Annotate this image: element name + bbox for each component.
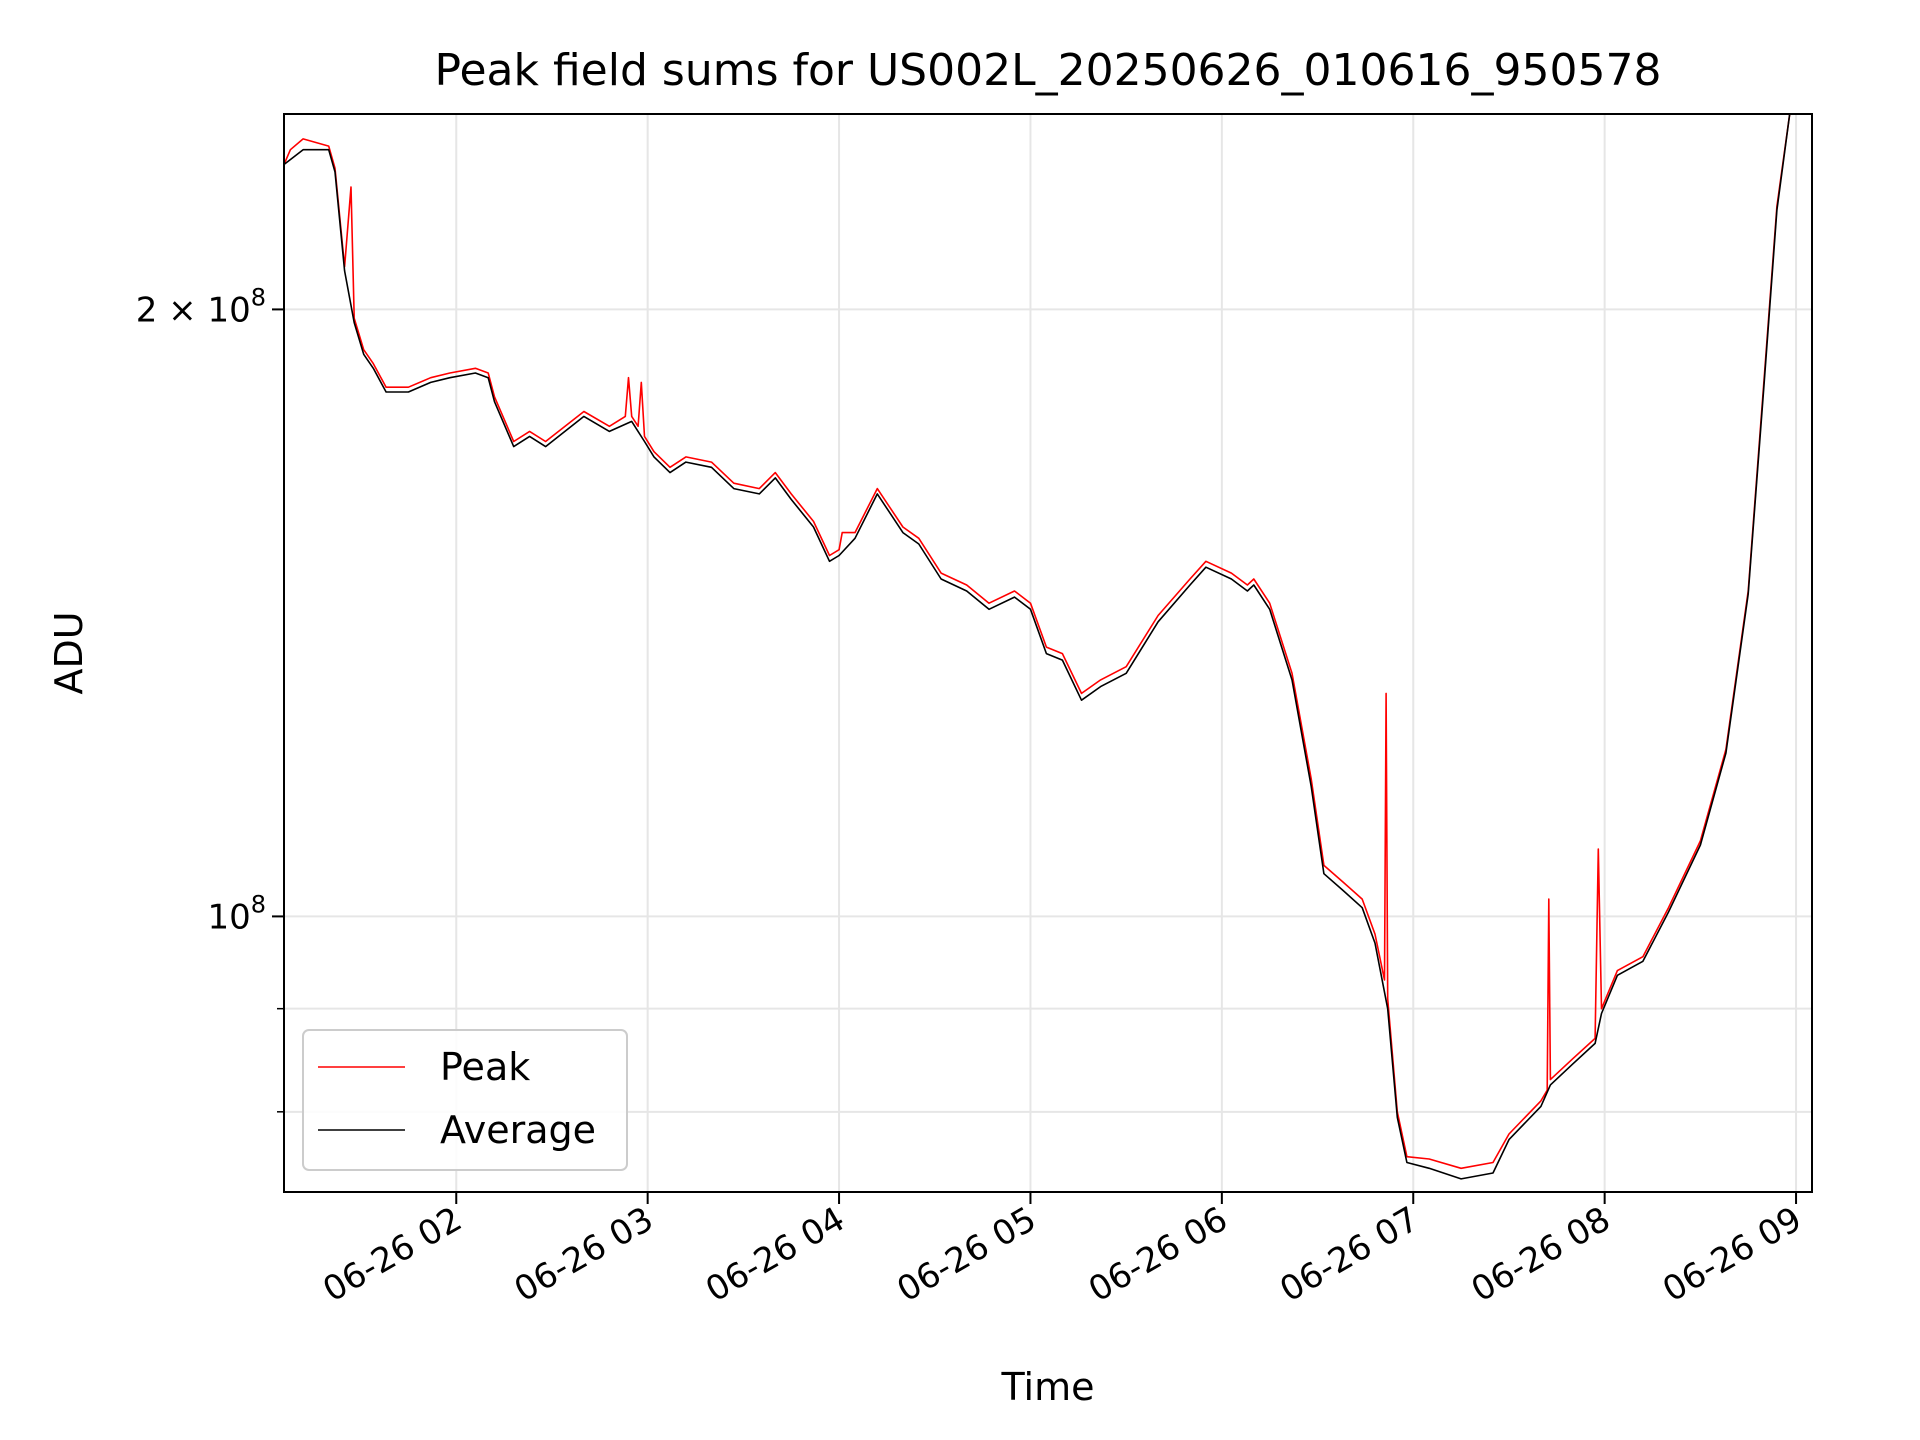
x-tick-label: 06-26 02 (316, 1199, 468, 1310)
x-tick-label: 06-26 03 (508, 1199, 660, 1310)
series-line-average (284, 114, 1795, 1180)
y-axis-label: ADU (47, 611, 91, 694)
x-axis-label: Time (1001, 1365, 1095, 1409)
plot-frame (283, 113, 1813, 1193)
legend: Peak Average (302, 1029, 628, 1171)
x-tick-label: 06-26 06 (1082, 1199, 1234, 1310)
x-tick-label: 06-26 08 (1465, 1199, 1617, 1310)
legend-label-average: Average (440, 1108, 596, 1152)
y-tick-label: 108 (207, 890, 266, 937)
x-tick-label: 06-26 04 (699, 1199, 851, 1310)
plot-series (284, 114, 1795, 1180)
x-tick-label: 06-26 09 (1656, 1199, 1808, 1310)
chart-title: Peak field sums for US002L_20250626_0106… (435, 45, 1662, 96)
series-line-peak (284, 114, 1795, 1170)
x-tick-label: 06-26 07 (1273, 1199, 1425, 1310)
y-axis: 108 2 × 108 (136, 283, 284, 1113)
x-tick-label: 06-26 05 (891, 1199, 1043, 1310)
y-tick-label: 2 × 108 (136, 283, 266, 330)
x-axis: 06-26 02 06-26 03 06-26 04 06-26 05 06-26 06… (316, 1192, 1809, 1310)
legend-label-peak: Peak (440, 1045, 530, 1089)
legend-box (302, 1029, 628, 1171)
